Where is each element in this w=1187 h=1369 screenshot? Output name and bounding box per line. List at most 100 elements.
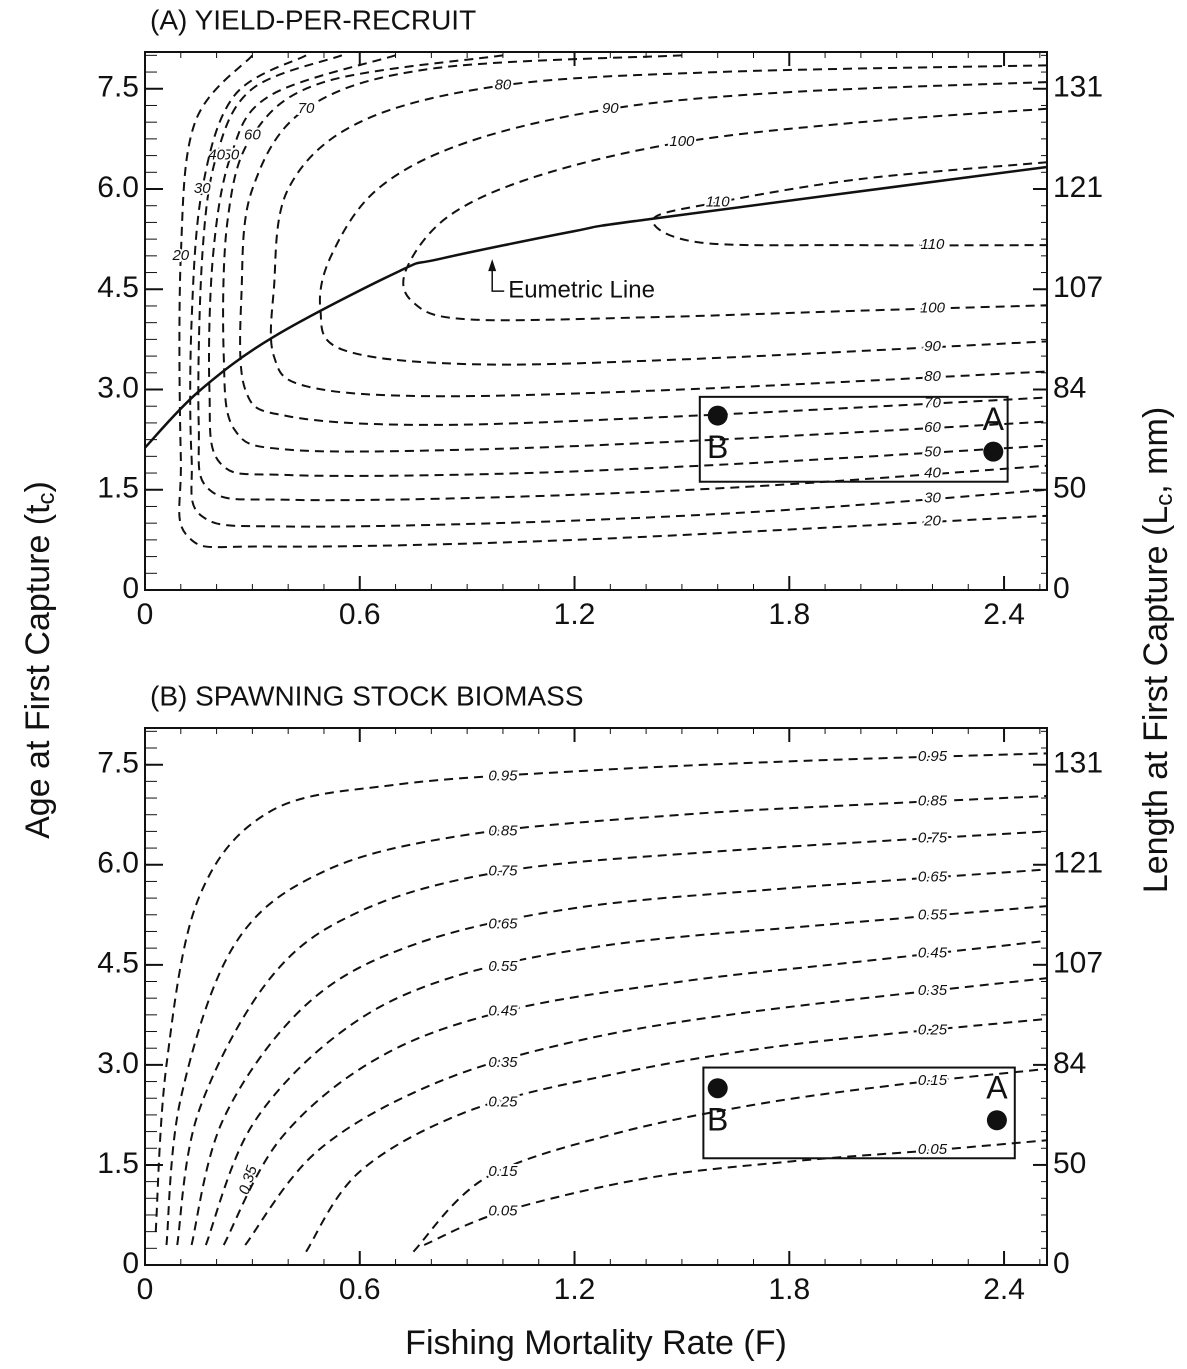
contour-line (244, 977, 1048, 1246)
y2-tick-label: 0 (1053, 1247, 1070, 1280)
y2-tick-label: 50 (1053, 1147, 1086, 1180)
y2-tick-label: 107 (1053, 947, 1103, 980)
contour-label: 60 (924, 419, 941, 436)
contour-line (423, 1139, 1048, 1246)
contour-label: 0.15 (918, 1072, 948, 1089)
contour-label: 70 (298, 100, 315, 117)
y-tick-label: 4.5 (97, 271, 139, 304)
x-tick-label: 0 (137, 598, 154, 631)
point-label: B (707, 1102, 728, 1138)
contour-label: 0.85 (918, 792, 948, 809)
contour-line (318, 81, 1048, 366)
contour-label: 100 (920, 300, 946, 317)
contour-label: 50 (924, 443, 941, 460)
y2-tick-label: 121 (1053, 847, 1103, 880)
y-tick-label: 0 (122, 1247, 139, 1280)
contour-label: 30 (194, 180, 211, 197)
eumetric-line (144, 165, 1048, 449)
x-tick-label: 1.8 (768, 1273, 810, 1306)
contour-label: 0.45 (488, 1002, 518, 1019)
contour-line (176, 830, 1048, 1246)
contour-line (178, 54, 1048, 549)
contour-label: 0.85 (488, 822, 518, 839)
contour-line (651, 161, 1048, 247)
contour-line (165, 795, 1048, 1246)
y-tick-label: 7.5 (97, 747, 139, 780)
contour-label: 0.35 (488, 1054, 518, 1071)
contour-line (204, 905, 1048, 1246)
contour-label: 0.25 (488, 1093, 518, 1110)
panel-title: (B) SPAWNING STOCK BIOMASS (150, 680, 584, 711)
contour-label: 110 (920, 236, 945, 253)
y2-label-end: , mm) (1137, 407, 1175, 494)
y-tick-label: 1.5 (97, 472, 139, 505)
contour-label: 50 (223, 147, 240, 164)
x-tick-label: 1.2 (554, 598, 596, 631)
contour-label: 40 (924, 465, 941, 482)
y2-tick-label: 107 (1053, 271, 1103, 304)
point (983, 441, 1004, 462)
contour-line (190, 868, 1048, 1246)
point (986, 1110, 1007, 1131)
annotation: Eumetric Line (508, 277, 655, 304)
arrow-head (488, 259, 497, 272)
y-label-end: ) (19, 481, 57, 492)
y2-tick-label: 84 (1053, 1047, 1086, 1080)
contour-line (189, 54, 1048, 528)
y2-label-sub: c (1151, 494, 1178, 506)
contour-line (402, 107, 1048, 322)
y-tick-label: 0 (122, 572, 139, 605)
highlight-box (702, 1066, 1016, 1160)
contour-label: 0.25 (918, 1021, 948, 1038)
highlight-box (698, 395, 1009, 483)
contour-label: 0.45 (918, 944, 948, 961)
contour-label: 60 (244, 127, 261, 144)
x-tick-label: 2.4 (983, 1273, 1025, 1306)
x-tick-label: 0.6 (339, 1273, 381, 1306)
contour-line (207, 54, 1048, 477)
y-tick-label: 3.0 (97, 371, 139, 404)
contour-label: 0.75 (488, 862, 518, 879)
contour-line (222, 939, 1048, 1246)
contour-label: 0.95 (918, 748, 948, 765)
y2-tick-label: 0 (1053, 572, 1070, 605)
y2-tick-label: 84 (1053, 371, 1086, 404)
y-label-sub: c (33, 492, 60, 504)
contour-label: 0.65 (488, 915, 518, 932)
plot-frame (144, 727, 1048, 1266)
contour-label: 90 (602, 100, 619, 117)
contour-label: 0.55 (918, 907, 948, 924)
contour-label: 20 (171, 247, 189, 264)
y2-axis-label: Length at First Capture (Lc, mm) (1137, 407, 1178, 893)
contour-line (197, 54, 1048, 502)
contour-label: 20 (923, 513, 941, 530)
contour-label: 0.05 (488, 1203, 518, 1220)
contour-label: 30 (924, 490, 941, 507)
contour-label: 110 (706, 193, 731, 210)
y-tick-label: 7.5 (97, 71, 139, 104)
y2-tick-label: 131 (1053, 747, 1103, 780)
annotation: 0.35 (236, 1163, 261, 1197)
x-axis-label: Fishing Mortality Rate (F) (405, 1324, 787, 1362)
contour-line (305, 1017, 1048, 1253)
point-label: A (983, 401, 1005, 437)
y-tick-label: 6.0 (97, 171, 139, 204)
contour-line (239, 54, 1048, 426)
contour-label: 0.65 (918, 869, 948, 886)
y2-tick-label: 50 (1053, 472, 1086, 505)
contour-line (222, 54, 1048, 453)
contour-label: 0.05 (918, 1141, 948, 1158)
y-tick-label: 1.5 (97, 1147, 139, 1180)
contour-label: 80 (924, 368, 941, 385)
contour-label: 80 (495, 76, 512, 93)
contour-label: 0.55 (488, 958, 518, 975)
y-tick-label: 4.5 (97, 947, 139, 980)
point (707, 405, 728, 426)
contour-label: 100 (669, 133, 695, 150)
annotation-arrow (491, 263, 505, 292)
y-axis-label: Age at First Capture (tc) (19, 481, 60, 839)
x-tick-label: 0 (137, 1273, 154, 1306)
contour-label: 90 (924, 338, 941, 355)
plot-frame (144, 51, 1048, 591)
